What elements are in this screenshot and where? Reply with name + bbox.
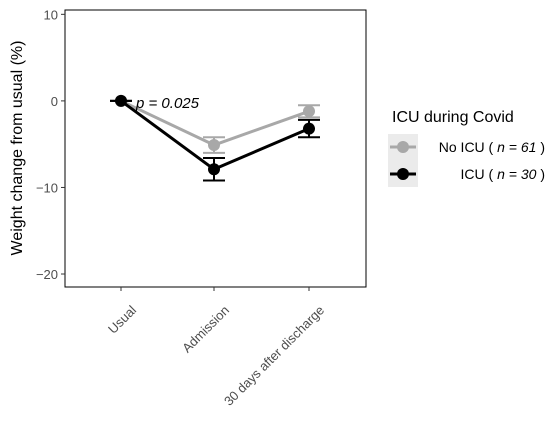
legend: ICU during Covid No ICU ( n = 61 ) ICU ( … [388, 109, 545, 187]
data-point [303, 105, 315, 118]
y-axis-title: Weight change from usual (%) [9, 41, 26, 256]
legend-title: ICU during Covid [392, 109, 514, 126]
series-icu [110, 94, 320, 182]
data-point [208, 163, 220, 176]
data-point [208, 139, 220, 152]
legend-key-point [397, 141, 409, 153]
y-tick-label: −20 [36, 267, 58, 282]
series-layer [110, 94, 320, 182]
data-point [303, 122, 315, 135]
y-tick-label: −10 [36, 180, 58, 195]
y-tick-label: 10 [44, 7, 58, 22]
y-axis: 10 0 −10 −20 [36, 7, 65, 282]
data-point [115, 94, 127, 107]
legend-label: ICU ( n = 30 ) [461, 166, 545, 182]
legend-label: No ICU ( n = 61 ) [439, 139, 545, 155]
y-tick-label: 0 [51, 94, 58, 109]
p-value-annotation: p = 0.025 [135, 95, 200, 112]
legend-key-point [397, 168, 409, 180]
